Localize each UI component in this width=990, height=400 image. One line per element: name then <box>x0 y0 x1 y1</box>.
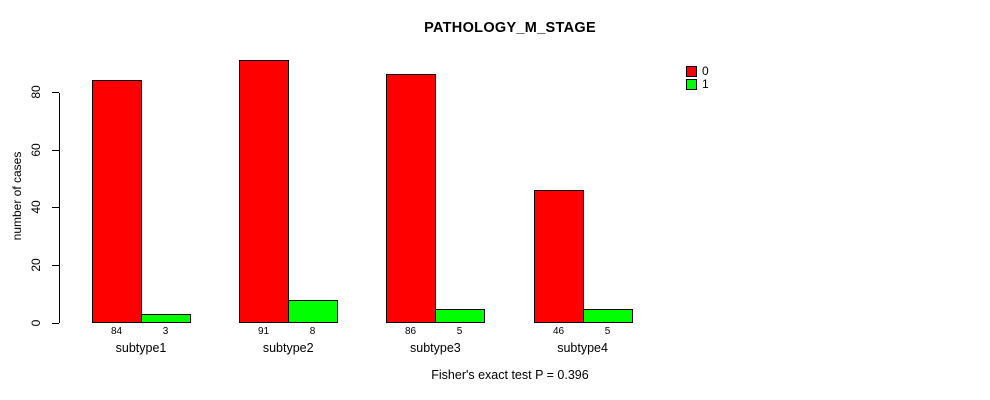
y-axis-tick-label: 60 <box>29 142 43 157</box>
legend-label: 0 <box>702 64 709 78</box>
bar-value-label: 91 <box>257 326 270 337</box>
y-axis-tick-label: 40 <box>29 200 43 215</box>
legend-row: 1 <box>686 78 709 91</box>
y-axis-tick-mark <box>52 265 59 267</box>
bar-subtype2-series-0 <box>239 60 289 323</box>
annotation-text: Fisher's exact test P = 0.396 <box>431 368 589 382</box>
bar-value-label: 46 <box>552 326 565 337</box>
y-axis-tick-label: 80 <box>29 85 43 99</box>
bar-subtype1-series-0 <box>92 80 142 323</box>
bar-subtype2-series-1 <box>288 300 338 323</box>
x-axis-category-label: subtype4 <box>557 341 608 355</box>
y-axis-tick-mark <box>52 149 59 151</box>
bar-value-label: 3 <box>162 326 169 337</box>
bar-subtype1-series-1 <box>141 314 191 323</box>
bar-value-label: 5 <box>604 326 611 337</box>
x-axis-category-label: subtype2 <box>262 341 314 355</box>
y-axis-tick-mark <box>52 207 59 209</box>
y-axis-tick-mark <box>52 91 59 93</box>
bar-subtype4-series-1 <box>583 309 633 323</box>
bar-subtype4-series-0 <box>534 190 584 323</box>
legend-swatch-1 <box>686 79 697 90</box>
x-axis-category-label: subtype3 <box>410 341 461 355</box>
y-axis-line <box>59 93 60 323</box>
y-axis-title: number of cases <box>10 151 24 241</box>
chart-title: PATHOLOGY_M_STAGE <box>424 20 596 36</box>
y-axis-tick-label: 20 <box>29 258 43 272</box>
legend-row: 0 <box>686 65 709 78</box>
x-axis-category-label: subtype1 <box>115 341 167 355</box>
bar-subtype3-series-1 <box>435 309 485 323</box>
legend-label: 1 <box>702 77 709 91</box>
y-axis-tick-mark <box>52 323 59 324</box>
bar-subtype3-series-0 <box>386 74 436 323</box>
y-axis-tick-label: 0 <box>29 319 43 327</box>
bar-value-label: 5 <box>456 326 463 337</box>
bar-value-label: 8 <box>309 326 316 337</box>
bar-value-label: 84 <box>110 326 123 337</box>
bar-value-label: 86 <box>404 326 417 337</box>
legend-swatch-0 <box>686 66 697 77</box>
